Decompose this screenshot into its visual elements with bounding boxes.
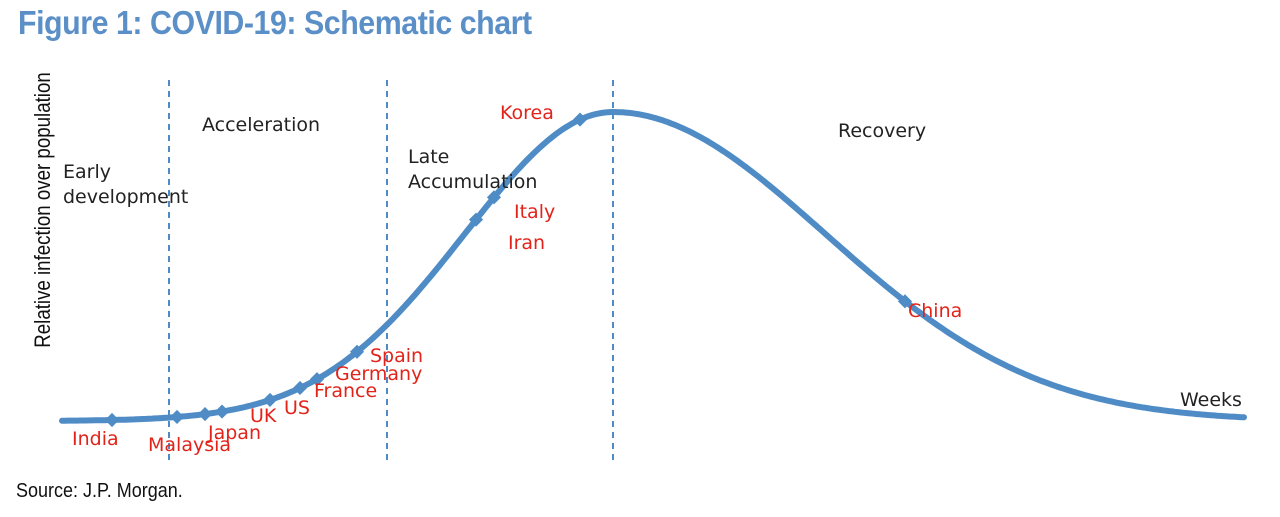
country-label-france: France — [314, 380, 377, 402]
marker-germany — [309, 372, 325, 387]
phase-label-acceleration: Acceleration — [202, 114, 320, 136]
country-label-us: US — [284, 397, 310, 419]
country-label-india: India — [72, 428, 119, 450]
country-label-spain: Spain — [370, 345, 423, 367]
phase-label-recovery: Recovery — [838, 120, 926, 142]
country-label-japan: Japan — [207, 422, 261, 444]
marker-malaysia — [169, 409, 185, 425]
country-label-uk: UK — [250, 405, 277, 427]
chart-title: Figure 1: COVID-19: Schematic chart — [18, 4, 532, 41]
phase-label-late-accumulation: Late Accumulation — [408, 146, 537, 193]
marker-uk — [214, 404, 230, 419]
country-label-italy: Italy — [514, 201, 555, 223]
phase-divider-lines — [168, 80, 614, 462]
x-axis-label: Weeks — [1180, 389, 1242, 411]
country-label-china: China — [908, 300, 962, 322]
infection-curve — [59, 109, 1247, 424]
marker-iran — [468, 212, 484, 227]
marker-japan — [197, 407, 213, 422]
chart-source: Source: J.P. Morgan. — [16, 480, 183, 502]
marker-india — [104, 412, 120, 428]
marker-france — [292, 380, 308, 396]
marker-italy — [486, 190, 502, 205]
country-label-iran: Iran — [508, 232, 545, 254]
phase-label-early-development: Early development — [63, 161, 188, 208]
country-label-germany: Germany — [335, 363, 422, 385]
country-markers — [104, 112, 913, 428]
country-label-malaysia: Malaysia — [148, 434, 231, 456]
country-label-korea: Korea — [500, 102, 554, 124]
marker-spain — [349, 344, 365, 359]
phase-labels: Early development Acceleration Late Accumula… — [63, 114, 926, 208]
marker-us — [262, 392, 278, 407]
